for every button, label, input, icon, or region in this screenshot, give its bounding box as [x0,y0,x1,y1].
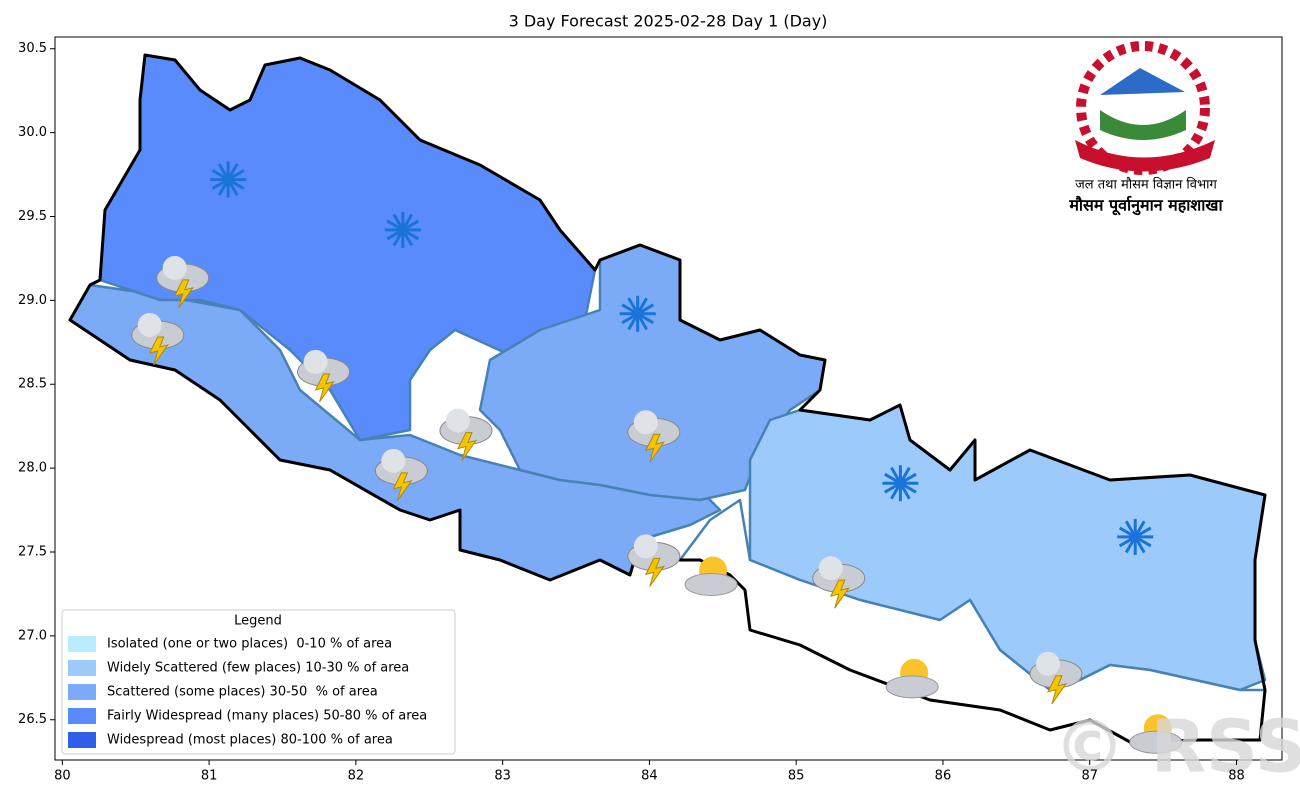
cloud [162,255,187,280]
bolt [1047,675,1068,705]
weather-icon [812,556,866,609]
watermark: © RSS [1054,705,1300,789]
cloud [137,312,162,337]
cloud [381,448,406,473]
bolt [392,472,413,502]
emblem-ring [1076,41,1210,175]
weather-icon [627,410,681,463]
y-tick-label: 30.0 [18,125,47,140]
x-tick-label: 87 [1081,769,1098,784]
logo-division: मौसम पूर्वानुमान महाशाखा [1068,196,1223,216]
legend-box [61,609,456,755]
legend-label: Isolated (one or two places) 0-10 % of a… [107,637,392,652]
bolt [644,433,666,463]
legend-label: Widely Scattered (few places) 10-30 % of… [107,661,409,676]
bolt [829,579,850,609]
cloud [1129,730,1183,754]
legend-label: Widespread (most places) 80-100 % of are… [107,733,393,748]
weather-icon [885,658,939,699]
legend: Legend Isolated (one or two places) 0-10… [61,609,456,755]
weather-icon [1029,651,1083,705]
bolt [148,336,169,366]
cloud [1035,651,1060,676]
emblem-land [1100,110,1186,140]
bolt [173,279,194,309]
cloud [445,408,470,433]
map [68,53,1267,744]
legend-swatch [68,732,96,748]
weather-icon [619,295,656,332]
chart-title: 3 Day Forecast 2025-02-28 Day 1 (Day) [509,12,828,31]
cloud [818,556,843,581]
weather-icon [439,408,493,461]
emblem-mountain [1100,68,1185,95]
legend-label: Scattered (some places) 30-50 % of area [107,685,378,700]
x-tick-label: 83 [494,769,511,784]
snow-ray [386,219,420,241]
cloud [303,349,328,374]
weather-icon [1129,714,1183,754]
x-tick-label: 80 [54,769,71,784]
snow-ray [621,303,655,325]
snow-ray [211,169,245,190]
y-tick-label: 28.5 [18,377,47,392]
country-border [68,53,1267,744]
legend-swatch [68,636,96,652]
emblem-ribbon [1075,140,1215,172]
x-tick-label: 82 [348,769,365,784]
cloud [633,410,658,435]
weather-icon [384,211,421,248]
cloud [633,534,658,559]
cloud [684,573,738,597]
cloud [885,675,939,699]
weather-icon [1117,518,1154,555]
y-tick-label: 30.5 [18,41,47,56]
plot-frame [54,36,1283,761]
legend-label: Fairly Widespread (many places) 50-80 % … [107,709,427,724]
bolt [314,373,335,403]
y-tick-label: 29.0 [18,293,47,308]
x-tick-label: 84 [641,769,658,784]
weather-icon [374,448,428,502]
x-tick-label: 88 [1228,769,1245,784]
legend-swatch [68,684,96,700]
y-tick-label: 26.5 [18,712,47,727]
y-tick-label: 27.0 [18,628,47,643]
weather-icon [131,312,185,366]
legend-swatch [68,660,96,676]
weather-icon [297,349,351,403]
y-tick-label: 29.5 [18,209,47,224]
logo: जल तथा मौसम विज्ञान विभाग मौसम पूर्वानुम… [1068,41,1224,216]
weather-icons [131,161,1183,754]
weather-icon [882,465,919,502]
logo-department: जल तथा मौसम विज्ञान विभाग [1075,177,1217,193]
legend-title: Legend [234,614,282,629]
y-tick-label: 28.0 [18,461,47,476]
legend-swatch [68,708,96,724]
x-tick-label: 86 [935,769,952,784]
bolt [457,432,478,461]
snow-ray [884,472,917,494]
weather-icon [210,161,247,198]
weather-icon [156,255,210,309]
x-tick-label: 81 [201,769,218,784]
snow-ray [1118,526,1152,548]
x-tick-label: 85 [788,769,805,784]
y-tick-label: 27.5 [18,544,47,559]
weather-icon [627,534,681,587]
bolt [644,557,666,587]
weather-icon [684,556,738,597]
